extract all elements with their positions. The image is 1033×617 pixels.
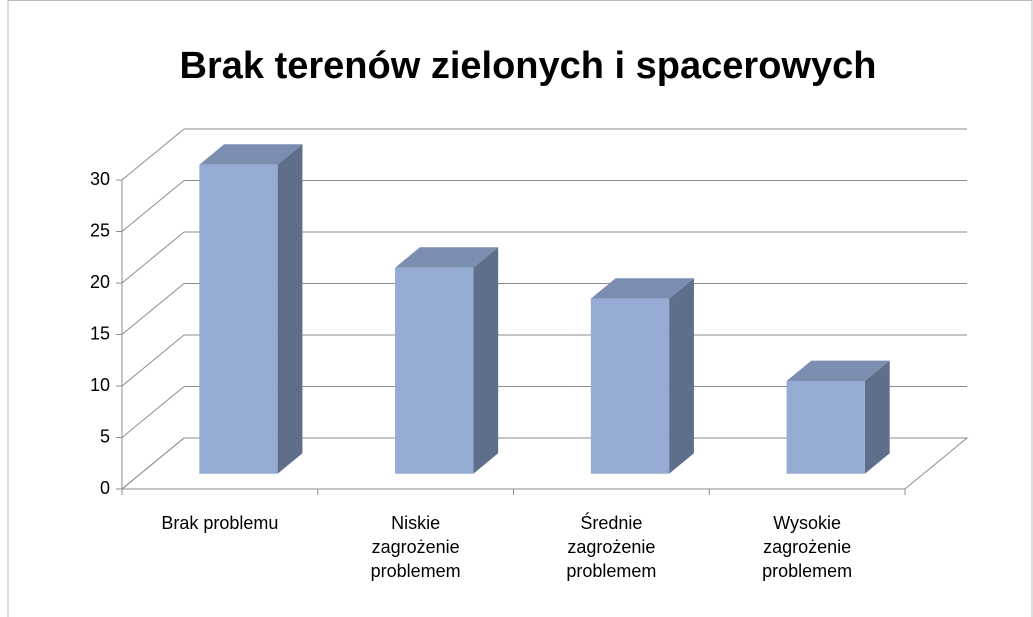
grid-line bbox=[121, 283, 185, 335]
bar-top bbox=[590, 278, 694, 299]
grid-line bbox=[121, 386, 185, 438]
bar bbox=[199, 164, 278, 474]
y-tick-label: 30 bbox=[90, 169, 110, 189]
y-tick-label: 20 bbox=[90, 272, 110, 292]
x-tick-label: Średnie zagrożenie problemem bbox=[566, 513, 657, 581]
grid-line bbox=[121, 180, 185, 232]
grid-line bbox=[121, 128, 185, 181]
bar-side bbox=[669, 278, 694, 474]
bar bbox=[786, 381, 865, 474]
bar bbox=[395, 267, 474, 474]
chart-border bbox=[7, 0, 1033, 617]
bar-top bbox=[395, 247, 499, 268]
bar-side bbox=[864, 360, 890, 474]
grid-line bbox=[121, 334, 185, 387]
y-tick-label: 0 bbox=[100, 478, 110, 498]
x-tick-label: Brak problemu bbox=[161, 513, 279, 533]
y-tick-label: 25 bbox=[90, 220, 110, 240]
grid-line bbox=[121, 437, 185, 490]
x-tick-label: Wysokie zagrożenie problemem bbox=[762, 513, 853, 581]
bar bbox=[590, 298, 670, 474]
y-tick-label: 10 bbox=[90, 375, 110, 395]
bar-side bbox=[473, 247, 499, 474]
bar-top bbox=[786, 360, 890, 381]
bar-top bbox=[199, 144, 303, 165]
grid-line bbox=[121, 231, 185, 284]
chart-title: Brak terenów zielonych i spacerowych bbox=[180, 45, 877, 87]
y-tick-label: 5 bbox=[100, 426, 110, 446]
x-tick-label: Niskie zagrożenie problemem bbox=[370, 513, 461, 581]
y-tick-label: 15 bbox=[90, 323, 110, 343]
bar-side bbox=[277, 144, 303, 474]
